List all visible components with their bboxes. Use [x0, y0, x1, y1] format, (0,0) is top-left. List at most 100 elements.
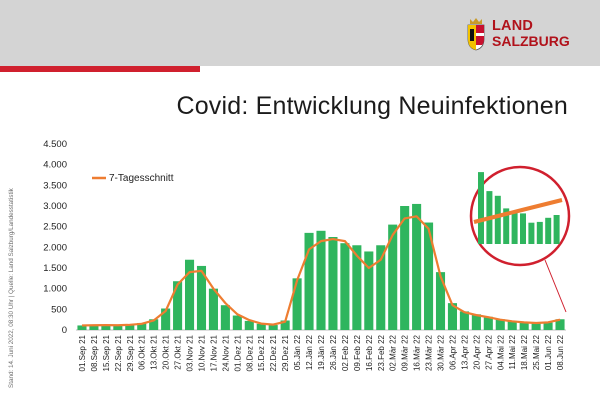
bar: [113, 325, 123, 330]
x-tick-label: 02.Mär 22: [389, 334, 398, 371]
x-tick-label: 06.Okt 21: [138, 334, 147, 369]
x-tick-label: 22.Dez 21: [269, 334, 278, 371]
bar: [447, 303, 458, 330]
bar: [543, 322, 553, 330]
bar: [376, 245, 386, 330]
bar: [316, 230, 326, 330]
trend-line-path: [81, 215, 561, 327]
zoom-bar: [545, 217, 552, 244]
bar: [507, 320, 517, 330]
y-tick-label: 500: [51, 304, 67, 315]
bar: [435, 272, 446, 330]
x-tick-label: 16.Feb 22: [365, 334, 374, 371]
zoom-bar: [520, 213, 526, 244]
bar: [89, 325, 99, 330]
bar: [280, 320, 290, 330]
trend-line: [81, 215, 561, 327]
bar: [101, 325, 111, 330]
bar: [137, 322, 147, 330]
x-tick-label: 23.Feb 22: [377, 334, 386, 371]
bar: [125, 324, 135, 330]
bar: [173, 281, 183, 330]
y-tick-label: 1.000: [43, 284, 67, 295]
x-tick-label: 27.Apr 22: [484, 334, 493, 369]
bar: [364, 251, 374, 330]
x-tick-label: 29.Dez 21: [281, 334, 290, 371]
x-tick-label: 10.Nov 21: [197, 334, 206, 371]
zoom-trend-line: [473, 198, 563, 224]
bar: [161, 308, 171, 330]
zoom-bar: [536, 221, 543, 244]
bar: [388, 224, 398, 330]
x-tick-label: 18.Mai 22: [520, 334, 529, 370]
x-tick-label: 27.Okt 21: [174, 334, 183, 369]
x-tick-label: 26.Jän 22: [329, 334, 338, 370]
zoom-bar: [553, 215, 560, 244]
bar: [268, 325, 278, 330]
bar: [352, 245, 362, 330]
x-tick-label: 01.Dez 21: [233, 334, 242, 371]
zoom-bar: [511, 212, 518, 244]
x-tick-label: 09.Mär 22: [401, 334, 410, 371]
bar: [412, 203, 422, 330]
x-tick-label: 20.Apr 22: [472, 334, 481, 369]
zoom-inset: [469, 165, 571, 313]
x-tick-label: 12.Jän 22: [305, 334, 314, 370]
bar: [555, 319, 565, 330]
accent-bar: [0, 66, 200, 72]
x-tick-label: 16.Mär 22: [413, 334, 422, 371]
bar: [531, 322, 541, 330]
x-tick-label: 29.Sep 21: [126, 334, 135, 371]
bar: [459, 311, 469, 330]
x-tick-label: 01.Jun 22: [544, 334, 553, 370]
header-band: [0, 0, 600, 66]
header-separator: [0, 66, 600, 71]
y-tick-label: 2.000: [43, 242, 67, 253]
bar: [244, 320, 254, 330]
x-tick-label: 06.Apr 22: [448, 334, 457, 369]
y-tick-label: 1.500: [43, 263, 67, 274]
x-tick-label: 20.Okt 21: [162, 334, 171, 369]
bar: [220, 305, 230, 330]
x-axis: 01.Sep 21 08.Sep 21 15.Sep 21 22.Sep 21 29.S…: [78, 334, 565, 371]
x-tick-label: 13.Apr 22: [460, 334, 469, 369]
y-tick-label: 2.500: [43, 222, 67, 233]
x-tick-label: 19.Jän 22: [317, 334, 326, 370]
x-tick-label: 08.Jun 22: [556, 334, 565, 370]
bar: [519, 322, 529, 330]
y-tick-label: 4.500: [43, 139, 67, 150]
bar: [292, 278, 302, 330]
x-tick-label: 08.Dez 21: [245, 334, 254, 371]
x-tick-label: 04.Mai 22: [496, 334, 505, 370]
y-tick-label: 0: [62, 325, 67, 336]
y-tick-label: 3.000: [43, 201, 67, 212]
x-tick-label: 05.Jän 22: [293, 334, 302, 370]
x-tick-label: 25.Mai 22: [532, 334, 541, 370]
logo-line-2: SALZBURG: [492, 33, 570, 49]
bar: [471, 314, 481, 330]
zoom-bar: [528, 222, 535, 244]
y-tick-label: 3.500: [43, 180, 67, 191]
bar: [328, 237, 338, 330]
bar: [256, 323, 266, 330]
land-salzburg-logo[interactable]: LAND SALZBURG: [466, 14, 570, 54]
x-tick-label: 24.Nov 21: [221, 334, 230, 371]
bar: [424, 222, 434, 330]
bars: [77, 203, 565, 330]
bar: [196, 265, 207, 330]
zoom-bar: [494, 195, 501, 244]
coat-of-arms-icon: [467, 18, 485, 51]
x-tick-label: 23.Mär 22: [425, 334, 434, 371]
bar: [77, 325, 87, 330]
zoom-bar: [478, 172, 484, 244]
bar: [483, 316, 493, 330]
legend-label: 7-Tagesschnitt: [109, 173, 174, 184]
logo-line-1: LAND: [492, 18, 534, 34]
bar: [340, 243, 350, 330]
legend: 7-Tagesschnitt: [92, 173, 174, 184]
x-tick-label: 15.Sep 21: [102, 334, 111, 371]
bar: [304, 232, 314, 330]
x-tick-label: 30.Mär 22: [437, 334, 446, 371]
bar: [232, 315, 242, 330]
